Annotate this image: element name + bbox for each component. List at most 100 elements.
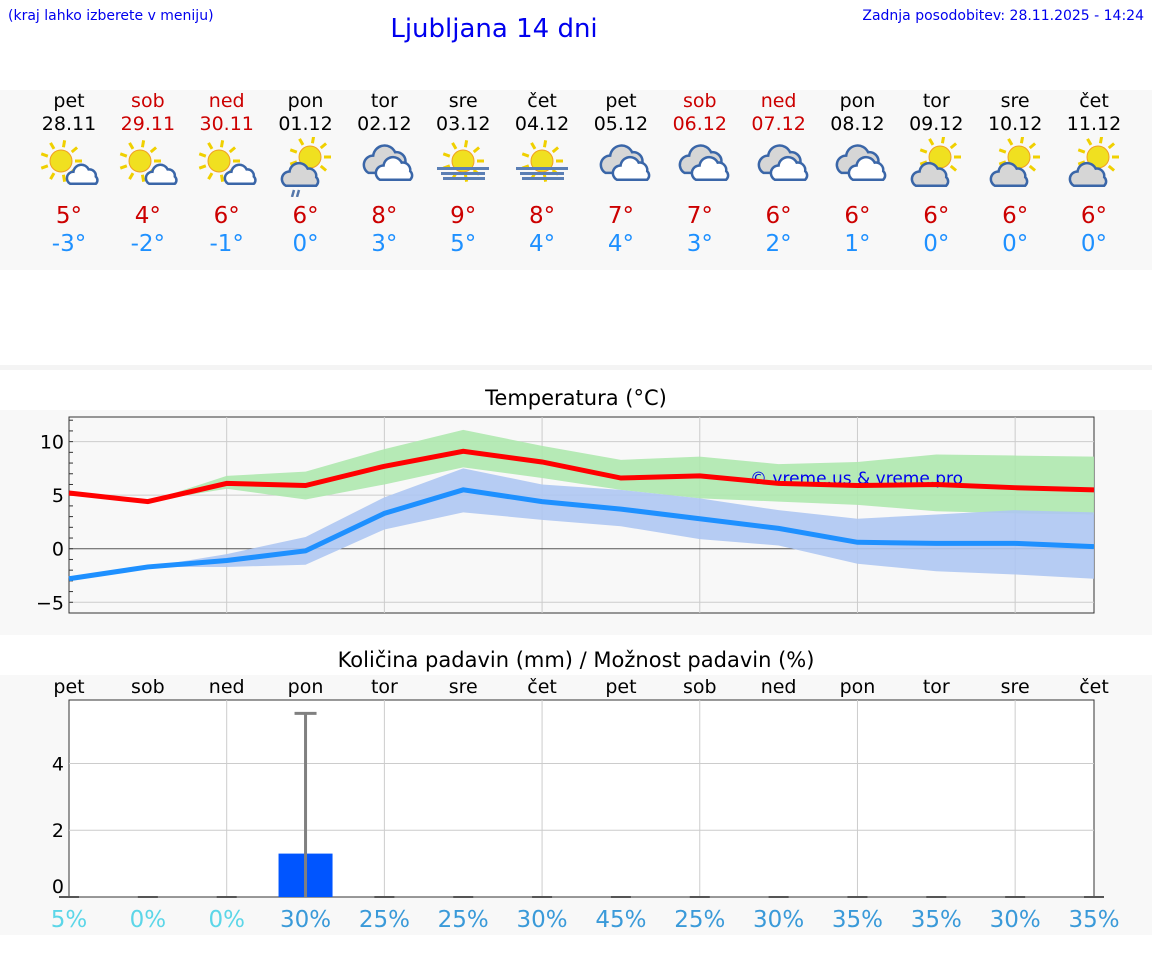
min-temp: 0° — [923, 231, 950, 257]
day-column: tor 02.12 8° 3° — [345, 90, 423, 258]
day-column: sre 10.12 6° 0° — [976, 90, 1054, 258]
precip-probability: 25% — [674, 907, 725, 933]
precip-probability: 25% — [359, 907, 410, 933]
day-column: pet 05.12 7° 4° — [582, 90, 660, 258]
day-name: sob — [682, 90, 717, 112]
cloudy-icon — [678, 144, 730, 181]
sun-cloud-rain-icon — [280, 136, 331, 198]
temperature-chart-title: Temperatura (°C) — [485, 386, 667, 410]
day-date: 08.12 — [830, 113, 885, 135]
day-name: čet — [527, 90, 557, 112]
day-label: sob — [683, 676, 717, 698]
day-name: sre — [448, 90, 478, 112]
max-temp: 8° — [528, 203, 556, 229]
cloudy-icon — [599, 144, 651, 181]
day-label: tor — [371, 676, 398, 698]
day-name: tor — [370, 90, 398, 112]
min-temp: 0° — [1080, 231, 1108, 257]
day-label: čet — [1079, 676, 1109, 698]
day-label: pet — [605, 676, 636, 698]
day-name: čet — [1079, 90, 1109, 112]
day-label: pon — [840, 676, 876, 698]
day-date: 10.12 — [987, 113, 1043, 135]
y-tick-label: 0 — [52, 876, 64, 898]
max-temp: 4° — [134, 203, 161, 229]
day-column: sre 03.12 9° 5° — [424, 90, 502, 258]
min-temp: -3° — [51, 231, 87, 257]
max-temp: 7° — [607, 203, 634, 229]
max-temperature-line — [68, 448, 1095, 505]
y-tick-label: 0 — [52, 539, 64, 561]
day-label: pon — [288, 676, 324, 698]
day-date: 02.12 — [357, 113, 412, 135]
day-label: tor — [923, 676, 950, 698]
cloudy-icon — [362, 144, 414, 181]
max-temp: 6° — [292, 203, 319, 229]
precip-probability: 25% — [438, 907, 489, 933]
precip-probability: 30% — [753, 907, 804, 933]
precip-probability: 35% — [832, 907, 883, 933]
day-name: sre — [1000, 90, 1030, 112]
day-name: ned — [760, 90, 797, 112]
day-date: 09.12 — [909, 113, 964, 135]
last-updated: Zadnja posodobitev: 28.11.2025 - 14:24 — [862, 8, 1144, 24]
sun-cloud-icon — [910, 136, 962, 187]
min-temp: 0° — [1002, 231, 1029, 257]
day-label: sre — [1001, 676, 1030, 698]
day-name: pon — [287, 90, 324, 112]
precip-probability: 5% — [51, 907, 88, 933]
day-column: čet 11.12 6° 0° — [1055, 90, 1133, 258]
precip-probability: 0% — [208, 907, 245, 933]
temperature-panel: 10 5 0 −5 © vreme.us & vreme.pro — [0, 410, 1152, 635]
y-tick-label: 4 — [52, 753, 64, 775]
precipitation-chart-title: Količina padavin (mm) / Možnost padavin … — [337, 648, 815, 672]
day-name: tor — [922, 90, 950, 112]
y-tick-label: 10 — [40, 432, 64, 454]
day-column: ned 07.12 6° 2° — [740, 90, 818, 258]
y-tick-label: 5 — [52, 485, 64, 507]
day-date: 29.11 — [120, 113, 176, 135]
day-label: čet — [527, 676, 557, 698]
max-temp: 6° — [765, 203, 792, 229]
precip-probability: 30% — [990, 907, 1041, 933]
max-temp: 6° — [923, 203, 950, 229]
day-name: pet — [605, 90, 637, 112]
precipitation-panel: 0 2 4 pet 5% sob 0% ned 0% pon 30% tor 25% sre 25% čet 3… — [0, 675, 1152, 935]
day-date: 01.12 — [278, 113, 333, 135]
cloudy-icon — [836, 144, 887, 181]
precip-probability: 35% — [1068, 907, 1119, 933]
sun-fog-icon — [437, 140, 490, 182]
min-temp: 5° — [450, 231, 477, 257]
day-label: ned — [209, 676, 245, 698]
sun-fog-icon — [516, 140, 569, 182]
precip-probability: 0% — [130, 907, 167, 933]
min-temp: 4° — [528, 231, 556, 257]
sun-small-cloud-icon — [119, 140, 178, 186]
sun-cloud-icon — [1068, 136, 1119, 187]
min-temp: 3° — [686, 231, 713, 257]
y-tick-label: −5 — [36, 592, 64, 614]
max-temp: 8° — [371, 203, 398, 229]
precipitation-chart: 0 2 4 pet 5% sob 0% ned 0% pon 30% tor 25% sre 25% čet 3… — [51, 676, 1120, 933]
min-temp: 4° — [607, 231, 634, 257]
max-temp: 7° — [686, 203, 713, 229]
day-column: pon 08.12 6° 1° — [818, 90, 896, 258]
day-column: tor 09.12 6° 0° — [897, 90, 975, 258]
day-label: sre — [449, 676, 478, 698]
max-temp: 9° — [450, 203, 477, 229]
day-name: sob — [131, 90, 165, 112]
sun-small-cloud-icon — [198, 140, 257, 186]
day-column: pon 01.12 6° 0° — [267, 90, 345, 258]
min-temperature-line — [68, 487, 1095, 582]
y-tick-label: 2 — [52, 820, 64, 842]
day-column: čet 04.12 8° 4° — [503, 90, 581, 258]
precip-probability: 35% — [911, 907, 962, 933]
page-title: Ljubljana 14 dni — [390, 14, 598, 44]
day-date: 03.12 — [436, 113, 491, 135]
cloudy-icon — [757, 144, 808, 181]
day-date: 06.12 — [672, 113, 727, 135]
min-temp: -1° — [209, 231, 244, 257]
precip-probability: 30% — [517, 907, 568, 933]
day-date: 11.12 — [1066, 113, 1122, 135]
